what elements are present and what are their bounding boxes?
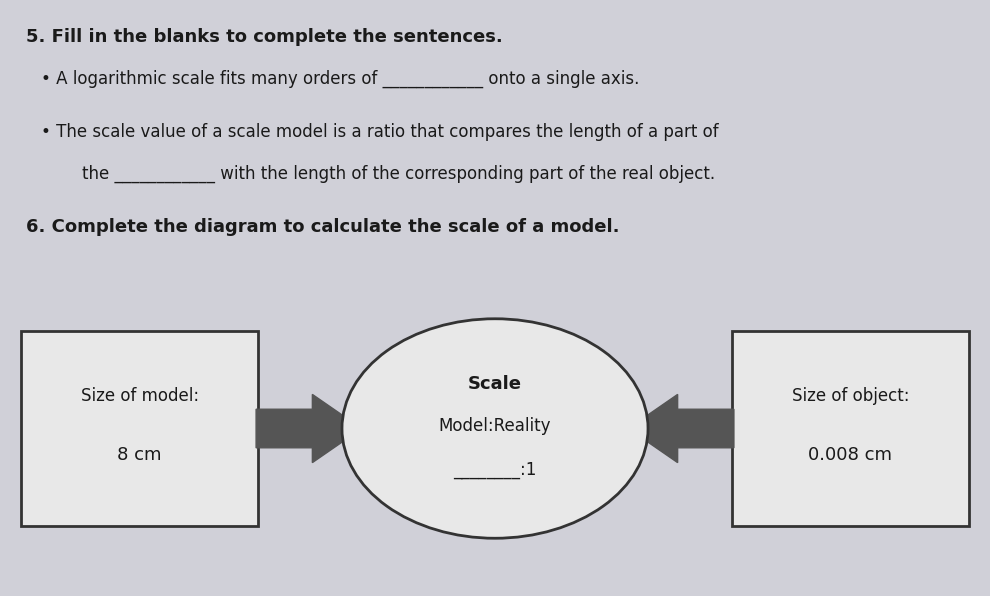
Text: Scale: Scale	[468, 375, 522, 393]
Text: • A logarithmic scale fits many orders of ____________ onto a single axis.: • A logarithmic scale fits many orders o…	[41, 70, 640, 88]
FancyBboxPatch shape	[21, 331, 258, 526]
Ellipse shape	[342, 319, 648, 538]
Text: the ____________ with the length of the corresponding part of the real object.: the ____________ with the length of the …	[82, 164, 716, 183]
FancyBboxPatch shape	[732, 331, 969, 526]
Text: Size of model:: Size of model:	[80, 387, 199, 405]
Text: Model:Reality: Model:Reality	[439, 417, 551, 434]
Text: 5. Fill in the blanks to complete the sentences.: 5. Fill in the blanks to complete the se…	[26, 28, 503, 46]
Text: Size of object:: Size of object:	[792, 387, 909, 405]
Text: 0.008 cm: 0.008 cm	[809, 446, 892, 464]
Polygon shape	[629, 395, 734, 462]
Text: 6. Complete the diagram to calculate the scale of a model.: 6. Complete the diagram to calculate the…	[26, 218, 620, 236]
Polygon shape	[256, 395, 361, 462]
Text: ________:1: ________:1	[453, 461, 537, 479]
Text: • The scale value of a scale model is a ratio that compares the length of a part: • The scale value of a scale model is a …	[41, 123, 719, 141]
Text: 8 cm: 8 cm	[118, 446, 161, 464]
